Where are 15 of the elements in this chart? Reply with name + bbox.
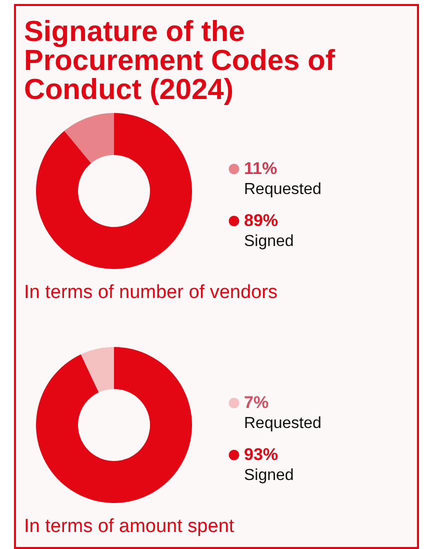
data-label: 89% bbox=[244, 211, 278, 230]
chart-title: Signature of the Procurement Codes of Conduct (2024) bbox=[24, 16, 336, 106]
legend-label: Requested bbox=[244, 181, 322, 198]
donut-slice bbox=[36, 113, 192, 269]
text: In terms of number of vendors bbox=[24, 282, 278, 303]
donut-slice bbox=[80, 347, 114, 392]
text: In terms of amount spent bbox=[24, 516, 235, 537]
legend-label: Signed bbox=[244, 467, 294, 484]
donut-slice bbox=[64, 113, 114, 164]
donut-slice bbox=[36, 347, 192, 503]
data-label: 93% bbox=[244, 445, 278, 464]
data-label: 11% bbox=[244, 159, 278, 178]
data-label: 7% bbox=[244, 393, 269, 412]
legend-label: Requested bbox=[244, 415, 322, 432]
legend-label: Signed bbox=[244, 233, 294, 250]
